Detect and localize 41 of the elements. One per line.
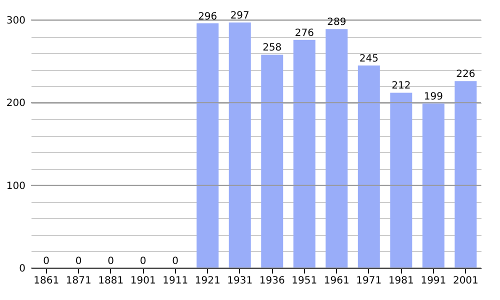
- data-label: 0: [172, 256, 179, 267]
- data-label: 297: [230, 10, 250, 22]
- x-tick-label: 1871: [66, 276, 92, 286]
- x-tick-label: 1971: [356, 276, 382, 286]
- x-tick-label: 1961: [324, 276, 350, 286]
- x-tick-label: 1881: [98, 276, 124, 286]
- data-label: 276: [294, 28, 314, 39]
- bar: [228, 22, 251, 268]
- data-label: 0: [75, 256, 82, 267]
- bar: [358, 65, 380, 268]
- y-tick-label: 100: [6, 180, 26, 192]
- data-label: 0: [43, 256, 50, 267]
- x-tick-label: 1991: [420, 276, 446, 286]
- bar: [261, 54, 284, 268]
- data-label: 199: [424, 91, 443, 102]
- data-label: 289: [327, 17, 346, 28]
- x-tick-label: 1936: [259, 276, 285, 286]
- bar: [390, 92, 412, 268]
- data-label: 226: [456, 69, 476, 80]
- y-tick-label: 0: [19, 264, 26, 274]
- x-tick-label: 1911: [162, 276, 188, 286]
- y-tick-label: 300: [6, 16, 26, 26]
- bar: [454, 81, 477, 268]
- x-tick-label: 1951: [292, 276, 318, 286]
- x-tick-label: 1981: [388, 276, 414, 286]
- bar: [326, 29, 348, 268]
- data-label: 258: [262, 42, 282, 54]
- data-label: 296: [198, 11, 218, 22]
- bar: [196, 23, 219, 268]
- x-tick-label: 1901: [130, 276, 156, 286]
- data-label: 212: [392, 80, 411, 92]
- x-tick-label: 2001: [452, 276, 478, 286]
- x-tick-label: 1931: [227, 276, 253, 286]
- bar: [422, 103, 444, 268]
- data-label: 245: [359, 53, 378, 64]
- data-label: 0: [108, 256, 114, 267]
- y-tick-label: 200: [6, 98, 26, 110]
- bar: [293, 40, 316, 268]
- x-tick-label: 1861: [34, 276, 60, 286]
- x-tick-label: 1921: [194, 276, 220, 286]
- data-label: 0: [140, 256, 146, 267]
